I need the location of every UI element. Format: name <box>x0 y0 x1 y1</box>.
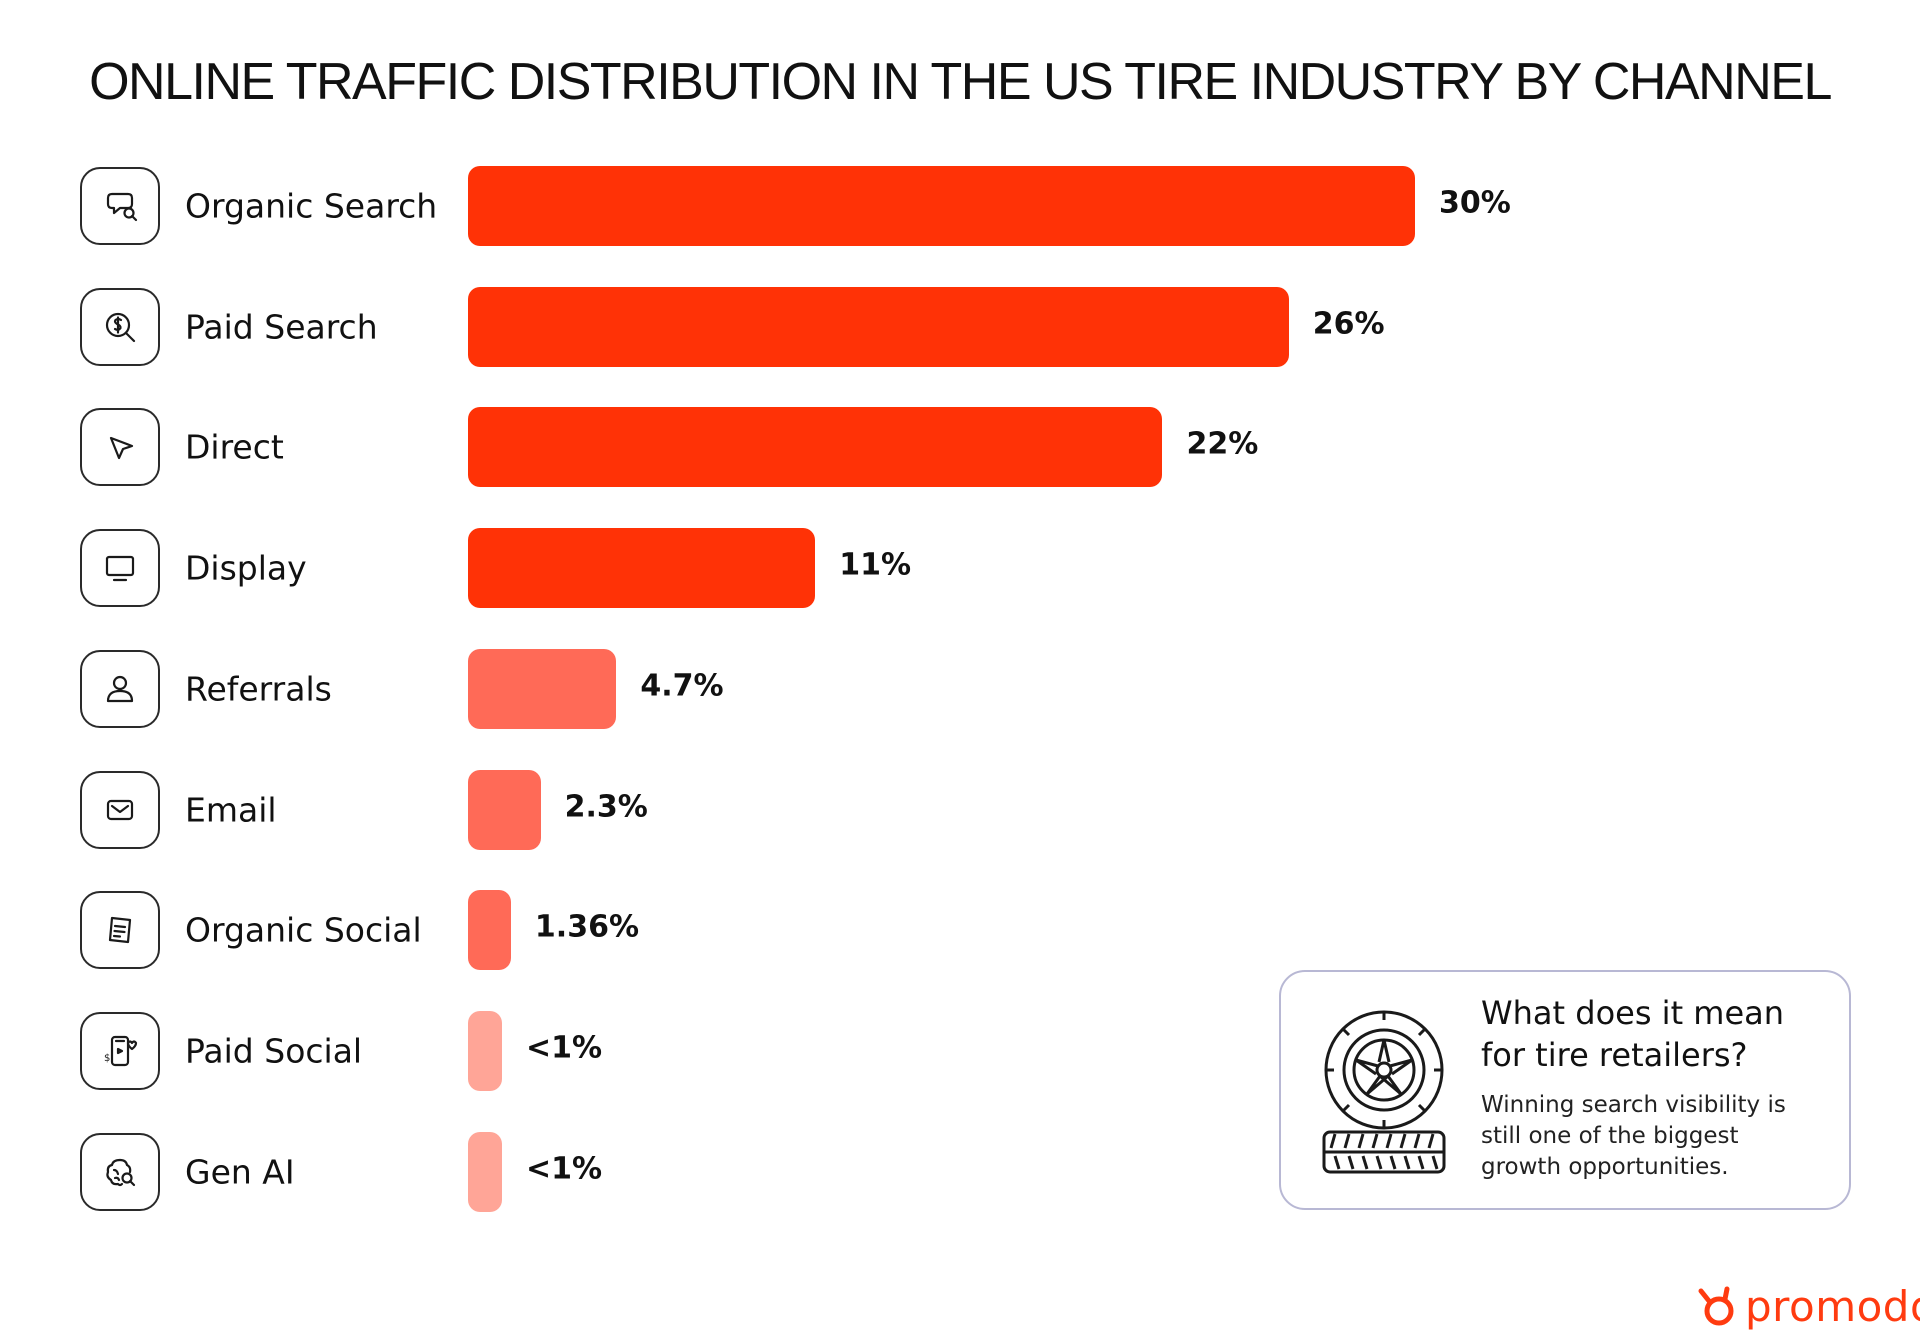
value-label-direct: 22% <box>1186 426 1259 462</box>
bar-referrals <box>468 648 617 729</box>
brand-name: promodo <box>1745 1282 1920 1331</box>
bar-paid-social <box>468 1010 502 1091</box>
row-icon-box <box>80 1132 160 1211</box>
row-icon-box <box>80 167 160 245</box>
category-label-gen-ai: Gen AI <box>185 1152 295 1192</box>
category-label-direct: Direct <box>185 427 284 467</box>
bar-organic-social <box>468 890 511 971</box>
value-label-display: 11% <box>839 547 912 583</box>
monitor-icon <box>105 555 135 582</box>
value-label-referrals: 4.7% <box>640 668 724 704</box>
value-label-email: 2.3% <box>564 789 648 824</box>
category-label-email: Email <box>185 790 277 829</box>
category-label-paid-social: Paid Social <box>185 1031 363 1071</box>
promodo-logo-icon <box>1698 1286 1734 1326</box>
category-label-organic-social: Organic Social <box>185 910 422 950</box>
phone-social-icon: $ <box>104 1035 138 1066</box>
category-label-display: Display <box>185 548 307 588</box>
row-icon-box <box>80 287 160 366</box>
user-icon <box>106 675 134 702</box>
value-label-gen-ai: <1% <box>526 1151 603 1187</box>
brand-logo[interactable]: promodo <box>1695 1282 1920 1332</box>
row-icon-box <box>80 770 160 849</box>
chart-title: ONLINE TRAFFIC DISTRIBUTION IN THE US TI… <box>89 53 1832 111</box>
value-label-organic-search: 30% <box>1439 185 1511 221</box>
row-icon-box <box>80 529 160 608</box>
bar-gen-ai <box>468 1131 502 1212</box>
row-icon-box <box>80 649 160 728</box>
bar-organic-search <box>468 166 1415 246</box>
search-chat-icon <box>106 192 138 222</box>
callout-body: Winning search visibility is still one o… <box>1481 1092 1786 1180</box>
category-label-paid-search: Paid Search <box>185 307 378 347</box>
envelope-icon <box>106 799 134 820</box>
svg-text:$: $ <box>104 1053 110 1064</box>
category-label-organic-search: Organic Search <box>185 186 438 226</box>
paid-search-icon <box>105 312 136 342</box>
row-icon-box <box>80 408 160 487</box>
bar-direct <box>468 407 1163 488</box>
callout-heading: What does it mean for tire retailers? <box>1481 994 1785 1074</box>
tire-icon <box>1322 1010 1446 1174</box>
row-icon-box: $ <box>80 1011 160 1090</box>
category-label-referrals: Referrals <box>185 669 332 709</box>
bar-paid-search <box>468 286 1289 367</box>
row-icon-box <box>80 891 160 970</box>
bar-display <box>468 528 816 609</box>
value-label-paid-social: <1% <box>526 1030 603 1066</box>
cursor-pointer-icon <box>109 437 134 460</box>
value-label-paid-search: 26% <box>1312 306 1385 342</box>
value-label-organic-social: 1.36% <box>534 909 639 945</box>
bar-email <box>468 769 541 850</box>
document-icon <box>108 917 132 944</box>
brain-search-icon <box>106 1158 136 1186</box>
callout-card: What does it mean for tire retailers? Wi… <box>1279 970 1851 1210</box>
